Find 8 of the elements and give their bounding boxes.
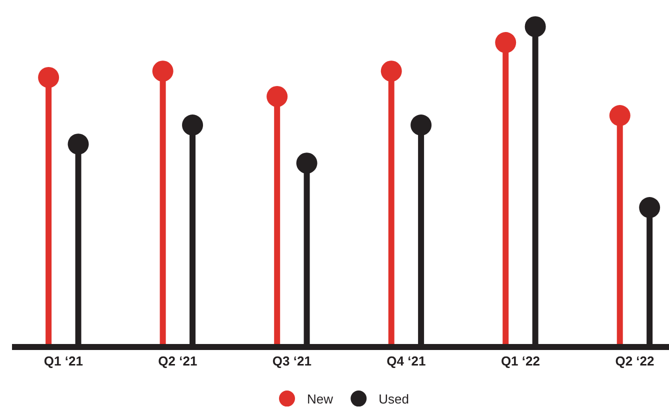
x-tick-label: Q1 ‘21 <box>44 354 83 369</box>
legend-label: Used <box>378 392 409 407</box>
x-tick-label: Q2 ‘21 <box>158 354 198 369</box>
legend-label: New <box>307 392 334 407</box>
x-tick-label: Q2 ‘22 <box>615 354 654 369</box>
x-tick-label: Q1 ‘22 <box>500 354 540 369</box>
x-tick-label: Q3 ‘21 <box>272 354 312 369</box>
x-tick-label: Q4 ‘21 <box>386 354 426 369</box>
